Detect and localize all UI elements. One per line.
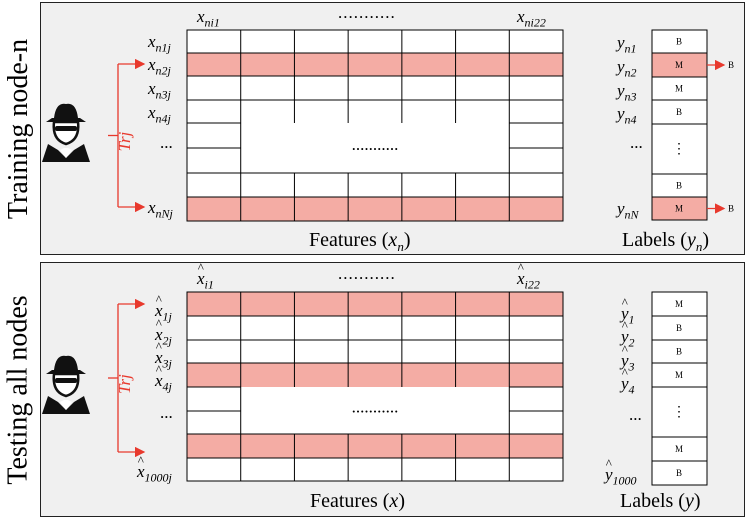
training-labels-caption: Labels (yn) [622, 229, 710, 254]
testing-label-row: y3 [621, 343, 635, 372]
testing-label-value: B [676, 347, 682, 357]
testing-row [187, 387, 563, 411]
training-label-box-vdots: ⋮ [672, 142, 686, 157]
testing-label-value: B [676, 323, 682, 333]
training-label-row: ynN [617, 199, 639, 222]
training-row-highlight [187, 197, 563, 221]
training-label-row: yn4 [617, 104, 637, 127]
face [52, 120, 80, 146]
testing-grid: ........... [186, 291, 564, 482]
training-label-value: M [675, 60, 683, 70]
testing-label-row: y2 [621, 319, 635, 348]
training-col-last: xni22 [517, 7, 546, 30]
training-row-highlight [187, 53, 563, 76]
testing-row [187, 340, 563, 363]
training-row [187, 123, 563, 148]
glasses [55, 126, 77, 131]
testing-label-row: y4 [621, 366, 635, 395]
hat-crown [54, 103, 78, 118]
testing-label-cell [651, 386, 708, 438]
face [52, 372, 80, 398]
training-row [187, 76, 563, 100]
training-label-cell [651, 123, 708, 175]
training-row-label: xn2j [148, 55, 171, 78]
testing-label-cell [651, 362, 708, 388]
training-grid-border [186, 29, 564, 222]
output-arrow-label: B [728, 204, 734, 214]
testing-label-row: y1000 [605, 457, 637, 486]
testing-row-highlight [187, 292, 563, 316]
testing-label-value: B [676, 468, 682, 478]
testing-mid-ellipsis: ........... [352, 398, 399, 417]
training-grid: ........... [186, 29, 564, 222]
testing-col-first: xi1 [197, 261, 214, 290]
testing-col-last: xi22 [517, 261, 540, 290]
training-label-value: B [676, 181, 682, 191]
output-arrow-label: B [728, 60, 734, 70]
testing-label-value: M [675, 444, 683, 454]
training-row [187, 30, 563, 53]
training-row-label: xnNj [148, 198, 173, 221]
testing-row [187, 316, 563, 340]
testing-row-label: x3j [155, 340, 172, 369]
training-label-row: yn1 [617, 33, 637, 56]
spy-icon [42, 355, 90, 414]
testing-row-label: x1j [155, 293, 172, 322]
training-row [187, 173, 563, 197]
training-label-value: M [675, 84, 683, 94]
training-label-row: yn3 [617, 81, 637, 104]
collar [60, 400, 72, 410]
testing-row [187, 411, 563, 434]
glasses [55, 378, 77, 383]
training-row-label: xn4j [148, 103, 171, 126]
testing-row-label: x1000j [137, 454, 172, 483]
testing-label-value: M [675, 299, 683, 309]
training-col-ellipsis: ........... [338, 3, 396, 22]
collar [60, 148, 72, 158]
training-col-first: xni1 [197, 7, 220, 30]
hat-crown [54, 355, 78, 370]
training-label-value: B [676, 37, 682, 47]
training-trj-label: Trj [115, 131, 134, 151]
training-row [187, 100, 563, 123]
testing-row [187, 458, 563, 481]
training-label-row: yn2 [617, 57, 637, 80]
training-row-label: xn1j [148, 32, 171, 55]
training-row [187, 148, 563, 173]
spy-icon [42, 103, 90, 162]
training-label-value: B [676, 107, 682, 117]
training-label-value: M [675, 204, 683, 214]
testing-col-ellipsis: ........... [338, 264, 396, 283]
testing-label-row: y1 [621, 296, 635, 325]
testing-row-label: x4j [155, 363, 172, 392]
coat [42, 396, 90, 414]
coat [42, 144, 90, 162]
testing-label-cell [651, 291, 708, 317]
testing-labels-caption: Labels (y) [620, 490, 701, 512]
training-features-caption: Features (xn) [309, 229, 411, 254]
testing-label-value: M [675, 370, 683, 380]
testing-label-cell [651, 460, 708, 486]
testing-row-highlight [187, 363, 563, 387]
training-mid-ellipsis: ........... [352, 135, 399, 154]
testing-row-highlight [187, 434, 563, 458]
testing-features-caption: Features (x) [310, 490, 405, 512]
training-row-label: xn3j [148, 79, 171, 102]
testing-trj-label: Trj [115, 374, 134, 394]
testing-row-label: x2j [155, 317, 172, 346]
testing-label-box-vdots: ⋮ [672, 405, 686, 420]
